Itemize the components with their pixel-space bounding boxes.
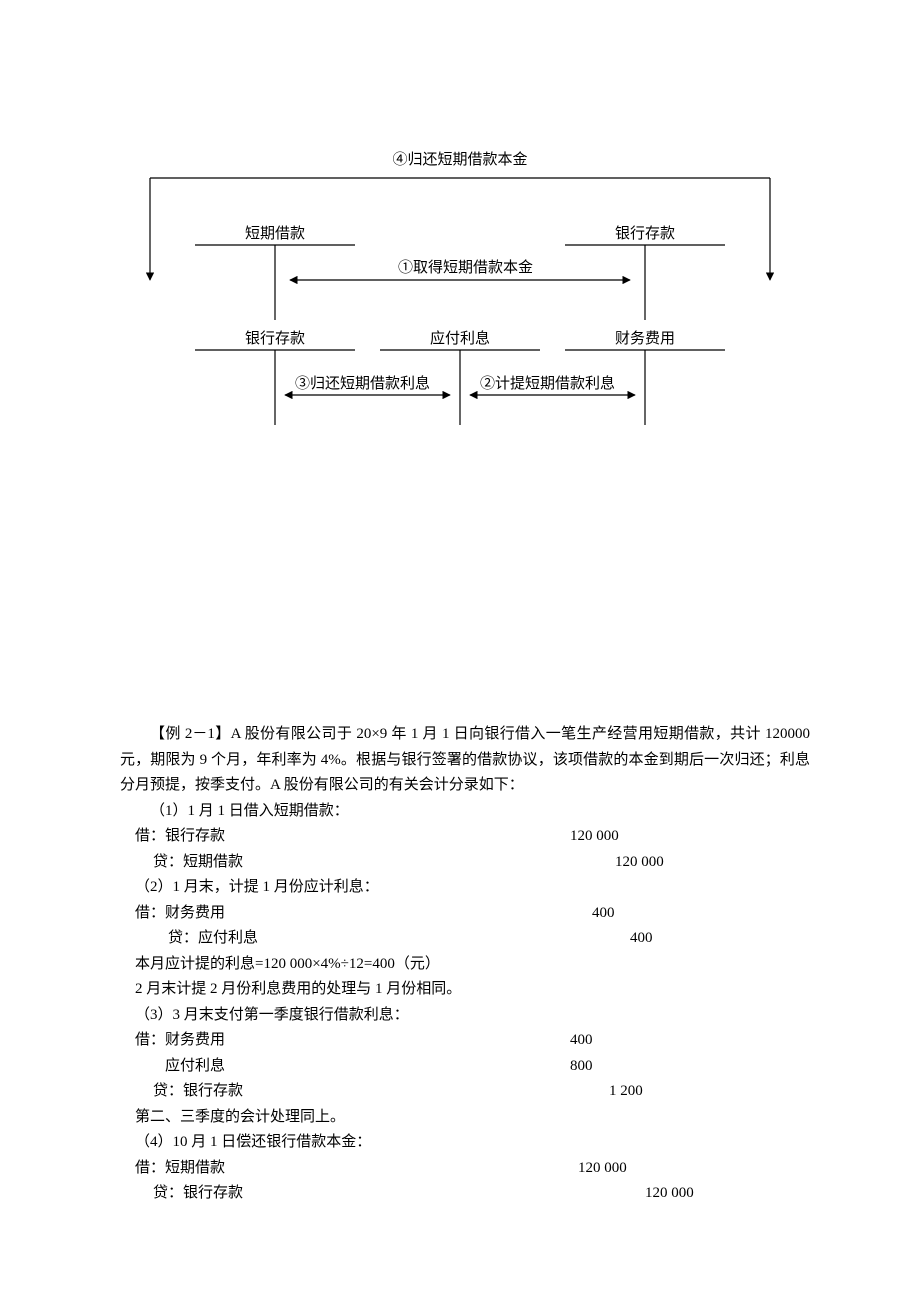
s2-formula: 本月应计提的利息=120 000×4%÷12=400（元） <box>135 952 440 978</box>
diagram-row1-left: 短期借款 <box>245 222 305 243</box>
example-text-body: 【例 2－1】A 股份有限公司于 20×9 年 1 月 1 日向银行借入一笔生产… <box>120 722 810 1207</box>
s3-note: 第二、三季度的会计处理同上。 <box>135 1105 345 1131</box>
s2-title: （2）1 月末，计提 1 月份应计利息： <box>135 875 379 901</box>
s4-cr-amt: 120 000 <box>645 1181 810 1207</box>
s2-cr-amt: 400 <box>630 926 810 952</box>
s1-dr-amt: 120 000 <box>570 824 810 850</box>
s3-dr1-label: 借：财务费用 <box>135 1028 225 1054</box>
s1-cr-label: 贷：短期借款 <box>153 850 243 876</box>
diagram-row2-left: 银行存款 <box>245 327 305 348</box>
accounting-flow-diagram: ④归还短期借款本金 短期借款 银行存款 ①取得短期借款本金 <box>130 150 790 430</box>
s2-cr-label: 贷：应付利息 <box>168 926 258 952</box>
s3-title: （3）3 月末支付第一季度银行借款利息： <box>135 1003 409 1029</box>
s4-dr-label: 借：短期借款 <box>135 1156 225 1182</box>
diagram-row2-right: 财务费用 <box>615 327 675 348</box>
s2-dr-label: 借：财务费用 <box>135 901 225 927</box>
s4-title: （4）10 月 1 日偿还银行借款本金： <box>135 1130 371 1156</box>
s1-dr-label: 借：银行存款 <box>135 824 225 850</box>
s4-cr-label: 贷：银行存款 <box>153 1181 243 1207</box>
s1-title: （1）1 月 1 日借入短期借款： <box>150 799 349 825</box>
s2-dr-amt: 400 <box>592 901 810 927</box>
diagram-row2-arrow-right-label: ②计提短期借款利息 <box>480 372 615 393</box>
s2-note: 2 月末计提 2 月份利息费用的处理与 1 月份相同。 <box>135 977 461 1003</box>
s1-cr-amt: 120 000 <box>615 850 810 876</box>
diagram-row2-mid: 应付利息 <box>430 327 490 348</box>
diagram-row1-arrow-label: ①取得短期借款本金 <box>398 256 533 277</box>
diagram-top-caption: ④归还短期借款本金 <box>392 148 527 169</box>
s3-dr1-amt: 400 <box>570 1028 810 1054</box>
s4-dr-amt: 120 000 <box>578 1156 810 1182</box>
s3-dr2-label: 应付利息 <box>165 1054 225 1080</box>
diagram-row2-arrow-left-label: ③归还短期借款利息 <box>295 372 430 393</box>
s3-dr2-amt: 800 <box>570 1054 810 1080</box>
s3-cr-amt: 1 200 <box>609 1079 810 1105</box>
diagram-row1-right: 银行存款 <box>615 222 675 243</box>
diagram-svg <box>130 150 790 430</box>
s3-cr-label: 贷：银行存款 <box>153 1079 243 1105</box>
intro-paragraph: 【例 2－1】A 股份有限公司于 20×9 年 1 月 1 日向银行借入一笔生产… <box>120 722 810 799</box>
